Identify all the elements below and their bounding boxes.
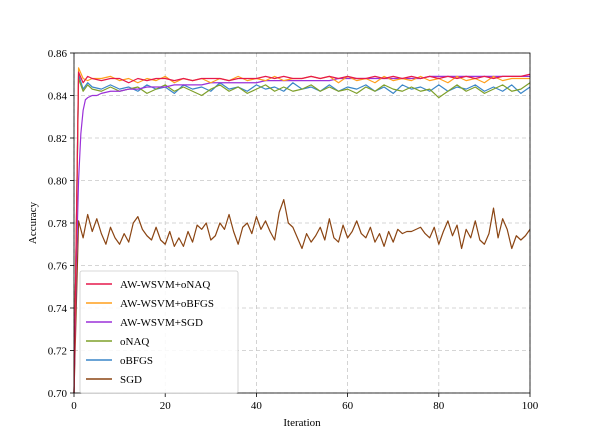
x-tick-label: 60 (342, 400, 354, 412)
y-tick-label: 0.72 (48, 346, 67, 358)
y-tick-label: 0.86 (48, 48, 68, 60)
legend-entry-label: oBFGS (120, 355, 153, 367)
y-tick-label: 0.80 (48, 176, 68, 188)
y-tick-label: 0.82 (48, 133, 67, 145)
y-tick-label: 0.74 (48, 303, 68, 315)
x-tick-label: 0 (71, 400, 77, 412)
x-tick-label: 80 (433, 400, 445, 412)
y-tick-label: 0.78 (48, 218, 68, 230)
series-line-aw-wsvm-onaq (73, 71, 531, 394)
series-line-sgd (73, 199, 531, 394)
series-lines (73, 67, 531, 394)
legend-entry-label: AW-WSVM+oBFGS (120, 298, 214, 310)
series-line-aw-wsvm-sgd (73, 75, 530, 394)
legend-entry-label: oNAQ (120, 336, 149, 348)
legend-entry-label: AW-WSVM+oNAQ (120, 279, 210, 291)
legend: AW-WSVM+oNAQ AW-WSVM+oBFGS AW-WSVM+SGD oNAQ… (79, 270, 239, 394)
x-tick-label: 40 (251, 400, 263, 412)
legend-entry-label: SGD (120, 374, 142, 386)
y-axis-label: Accuracy (27, 201, 39, 244)
x-tick-label: 100 (522, 400, 539, 412)
legend-box (79, 270, 239, 394)
y-tick-label: 0.70 (48, 388, 68, 400)
y-tick-label: 0.76 (48, 261, 68, 273)
series-line-onaq (73, 77, 531, 394)
x-tick-label: 20 (160, 400, 172, 412)
axis-ticks: 0 20 40 60 80 100 0.70 0.72 0.74 0.76 0.78 0.80 0.82… (48, 48, 539, 412)
y-tick-label: 0.84 (48, 91, 68, 103)
legend-entry-label: AW-WSVM+SGD (120, 317, 203, 329)
x-axis-label: Iteration (283, 417, 321, 429)
